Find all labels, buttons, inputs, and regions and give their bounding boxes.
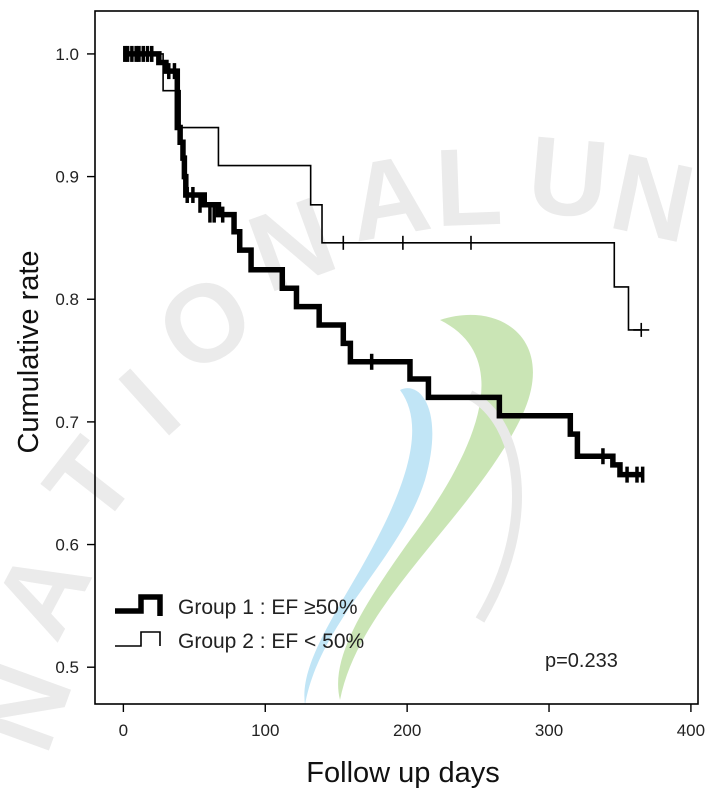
legend-label-group1: Group 1 : EF ≥50% [178,596,358,619]
legend-label-group2: Group 2 : EF < 50% [178,630,364,653]
series-line-group2 [123,53,642,331]
x-tick-label-2: 200 [393,721,421,740]
legend-swatch-group1 [115,594,163,616]
x-axis-ticks: 0 100 200 300 400 [119,704,705,740]
y-axis-ticks: 0.5 0.6 0.7 0.8 0.9 1.0 [55,45,95,677]
watermark-letter-7: L [433,125,504,250]
legend-swatch-group2 [115,631,161,647]
x-tick-label-1: 100 [251,721,279,740]
y-tick-label-2: 0.7 [55,413,79,432]
y-tick-label-5: 1.0 [55,45,79,64]
x-tick-label-0: 0 [119,721,128,740]
y-tick-label-1: 0.6 [55,536,79,555]
series-line-group1 [123,51,642,478]
watermark-letter-8: U [523,113,613,242]
y-tick-label-0: 0.5 [55,658,79,677]
x-tick-label-3: 300 [535,721,563,740]
legend: Group 1 : EF ≥50% Group 2 : EF < 50% [115,594,364,653]
y-tick-label-4: 0.9 [55,168,79,187]
watermark-letter-6: A [339,131,439,266]
p-value-annotation: p=0.233 [545,650,618,672]
watermark-logo [304,314,533,705]
x-tick-label-4: 400 [677,721,705,740]
watermark-letter-5: N [234,173,351,316]
series-layer [123,45,650,483]
censor-mark-group2-3 [633,322,650,337]
x-axis-title: Follow up days [306,757,499,789]
y-axis-title: Cumulative rate [13,250,45,453]
watermark-letter-9: N [601,130,704,267]
watermark-letter-0: N [0,649,96,766]
plot-frame [94,10,699,705]
y-tick-label-3: 0.8 [55,290,79,309]
